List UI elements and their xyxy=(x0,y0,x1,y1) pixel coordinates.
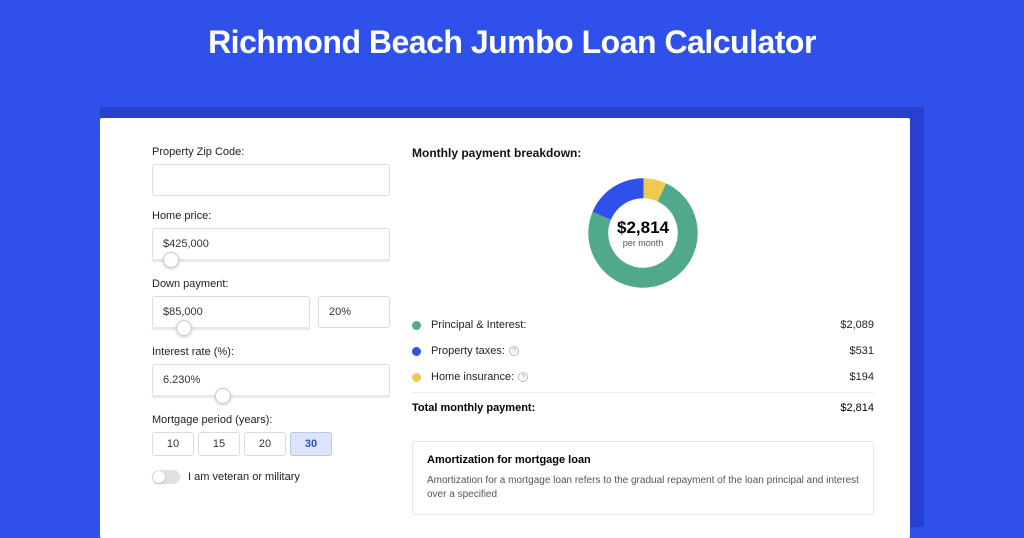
legend-row-1: Property taxes:?$531 xyxy=(412,338,874,364)
amortization-card: Amortization for mortgage loan Amortizat… xyxy=(412,441,874,515)
down-payment-slider[interactable] xyxy=(152,327,310,330)
zip-label: Property Zip Code: xyxy=(152,146,400,158)
period-btn-20[interactable]: 20 xyxy=(244,432,286,456)
down-payment-label: Down payment: xyxy=(152,278,400,290)
legend-value: $2,089 xyxy=(840,319,874,331)
legend-label: Home insurance:? xyxy=(431,371,850,383)
legend-label: Property taxes:? xyxy=(431,345,850,357)
donut-amount: $2,814 xyxy=(617,218,669,238)
veteran-toggle-knob xyxy=(153,471,165,483)
mortgage-period-field: Mortgage period (years): 10152030 xyxy=(152,414,400,456)
interest-rate-slider[interactable] xyxy=(152,395,390,398)
legend-row-2: Home insurance:?$194 xyxy=(412,364,874,390)
home-price-slider-thumb[interactable] xyxy=(163,252,179,268)
breakdown-column: Monthly payment breakdown: $2,814 per mo… xyxy=(400,118,910,538)
legend: Principal & Interest:$2,089Property taxe… xyxy=(412,312,874,390)
down-payment-field: Down payment: xyxy=(152,278,400,328)
zip-field: Property Zip Code: xyxy=(152,146,400,196)
interest-rate-field: Interest rate (%): xyxy=(152,346,400,396)
veteran-toggle[interactable] xyxy=(152,470,180,484)
donut-chart: $2,814 per month xyxy=(584,174,702,292)
home-price-label: Home price: xyxy=(152,210,400,222)
legend-dot xyxy=(412,321,421,330)
total-row: Total monthly payment: $2,814 xyxy=(412,392,874,423)
interest-rate-slider-thumb[interactable] xyxy=(215,388,231,404)
page-title: Richmond Beach Jumbo Loan Calculator xyxy=(0,0,1024,79)
form-column: Property Zip Code: Home price: Down paym… xyxy=(100,118,400,538)
period-btn-30[interactable]: 30 xyxy=(290,432,332,456)
legend-row-0: Principal & Interest:$2,089 xyxy=(412,312,874,338)
total-label: Total monthly payment: xyxy=(412,402,840,414)
amortization-title: Amortization for mortgage loan xyxy=(427,454,859,466)
interest-rate-label: Interest rate (%): xyxy=(152,346,400,358)
down-payment-amount-input[interactable] xyxy=(152,296,310,328)
home-price-input[interactable] xyxy=(152,228,390,260)
period-btn-15[interactable]: 15 xyxy=(198,432,240,456)
veteran-toggle-row: I am veteran or military xyxy=(152,470,400,484)
period-btn-10[interactable]: 10 xyxy=(152,432,194,456)
interest-rate-input[interactable] xyxy=(152,364,390,396)
donut-sub: per month xyxy=(623,238,664,248)
home-price-slider[interactable] xyxy=(152,259,390,262)
donut-chart-wrap: $2,814 per month xyxy=(412,174,874,292)
legend-value: $531 xyxy=(850,345,874,357)
amortization-text: Amortization for a mortgage loan refers … xyxy=(427,474,859,502)
breakdown-title: Monthly payment breakdown: xyxy=(412,146,874,160)
donut-center: $2,814 per month xyxy=(584,174,702,292)
calculator-card: Property Zip Code: Home price: Down paym… xyxy=(100,118,910,538)
legend-dot xyxy=(412,373,421,382)
down-payment-slider-thumb[interactable] xyxy=(176,320,192,336)
home-price-field: Home price: xyxy=(152,210,400,260)
veteran-label: I am veteran or military xyxy=(188,471,300,483)
down-payment-pct-input[interactable] xyxy=(318,296,390,328)
legend-value: $194 xyxy=(850,371,874,383)
legend-label: Principal & Interest: xyxy=(431,319,840,331)
info-icon[interactable]: ? xyxy=(509,346,519,356)
info-icon[interactable]: ? xyxy=(518,372,528,382)
mortgage-period-label: Mortgage period (years): xyxy=(152,414,400,426)
mortgage-period-options: 10152030 xyxy=(152,432,400,456)
zip-input[interactable] xyxy=(152,164,390,196)
total-value: $2,814 xyxy=(840,402,874,414)
legend-dot xyxy=(412,347,421,356)
